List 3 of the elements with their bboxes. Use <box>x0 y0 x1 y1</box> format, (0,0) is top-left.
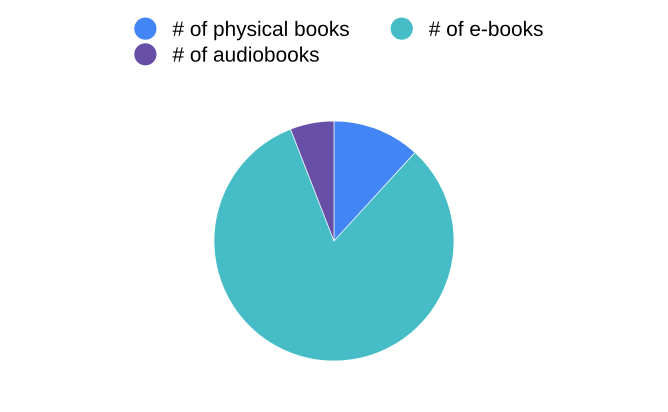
legend-label: # of e-books <box>428 20 543 36</box>
legend-label: # of audiobooks <box>172 46 319 62</box>
legend-label: # of physical books <box>172 20 349 40</box>
